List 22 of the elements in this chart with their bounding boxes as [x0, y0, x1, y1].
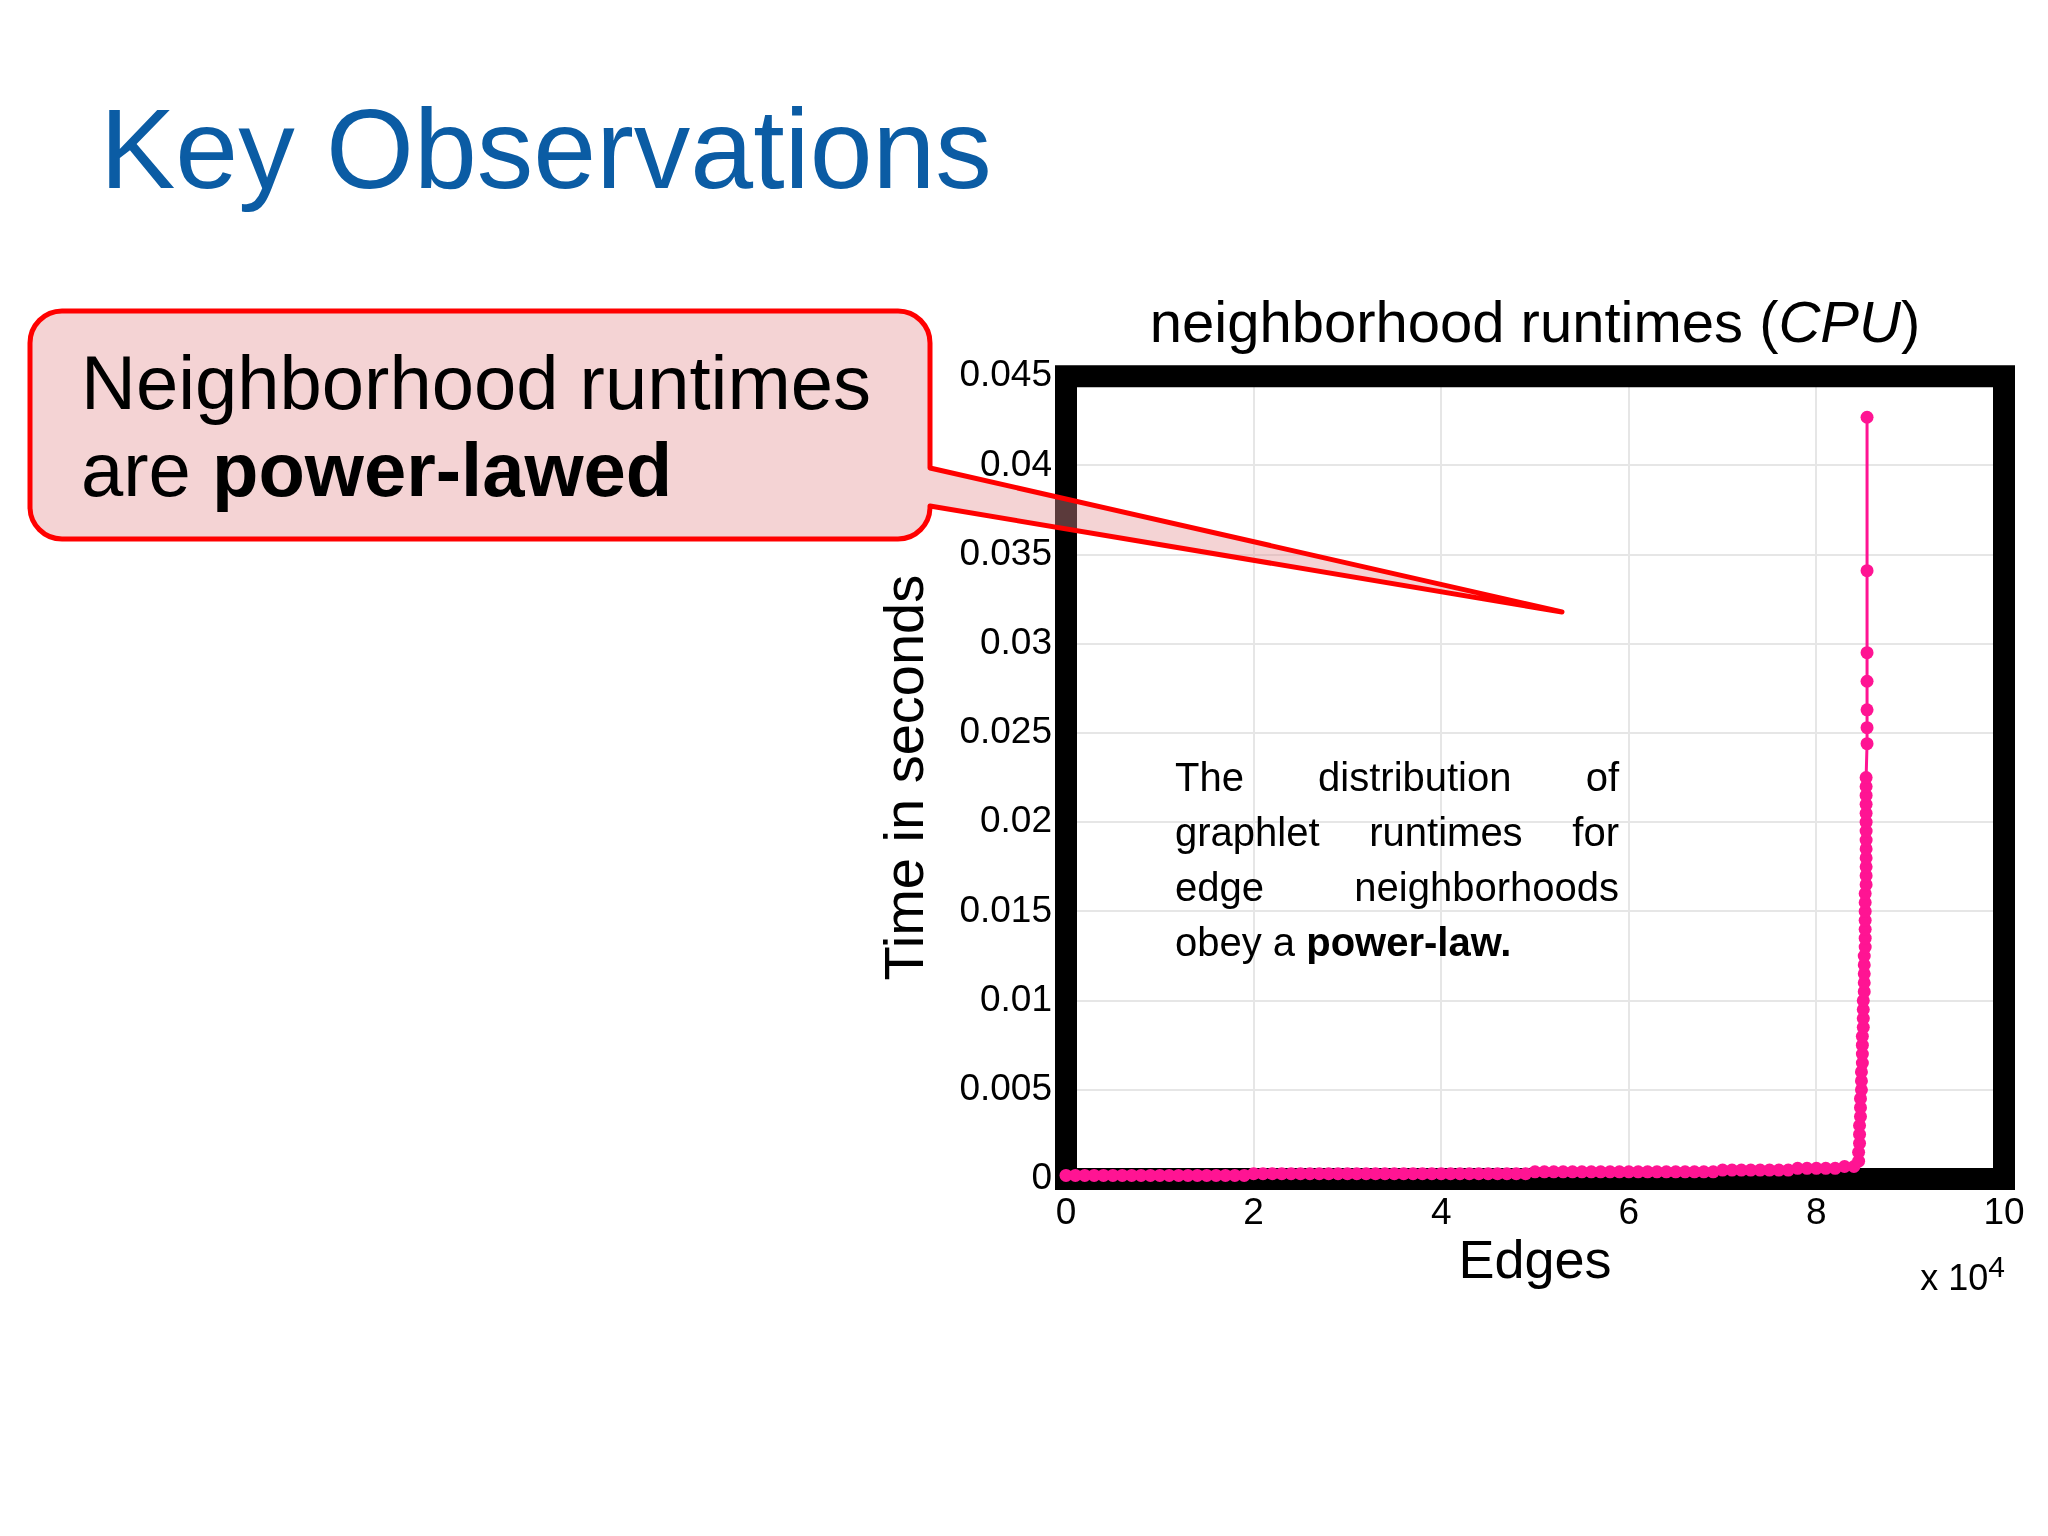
x-tick-label: 8	[1806, 1191, 1827, 1233]
y-tick-label: 0.025	[959, 710, 1052, 752]
text: x 10$^{4}$	[1920, 1250, 2005, 1299]
x-tick-label: 10	[1983, 1191, 2025, 1233]
y-tick-label: 0.02	[979, 799, 1052, 841]
y-axis-title: Time in seconds	[872, 574, 936, 981]
x-tick-label: 6	[1618, 1191, 1640, 1233]
chart-subtitle: neighborhood runtimes (CPU)	[1148, 289, 1922, 355]
annotation: The distribution of graphlet runtimes for edge neighborhoods obey a power-law.	[1175, 754, 1619, 966]
y-tick-label: 0.01	[979, 977, 1052, 1019]
chart-title: Key Observations	[100, 85, 992, 214]
y-tick-label: 0.03	[979, 621, 1052, 662]
y-tick-label: 0	[1031, 1156, 1052, 1198]
x-tick-label: 2	[1243, 1191, 1264, 1233]
text: Neighborhood runtimes are power-lawed	[81, 339, 873, 513]
x-axis-title: Edges	[1458, 1229, 1612, 1290]
y-tick-label: 0.035	[959, 531, 1052, 573]
x-tick-label: 4	[1430, 1191, 1452, 1233]
y-tick-label: 0.015	[959, 888, 1052, 930]
y-tick-label: 0.005	[959, 1067, 1052, 1108]
y-tick-label: 0.04	[979, 442, 1052, 484]
y-tick-label: 0.045	[959, 353, 1052, 395]
